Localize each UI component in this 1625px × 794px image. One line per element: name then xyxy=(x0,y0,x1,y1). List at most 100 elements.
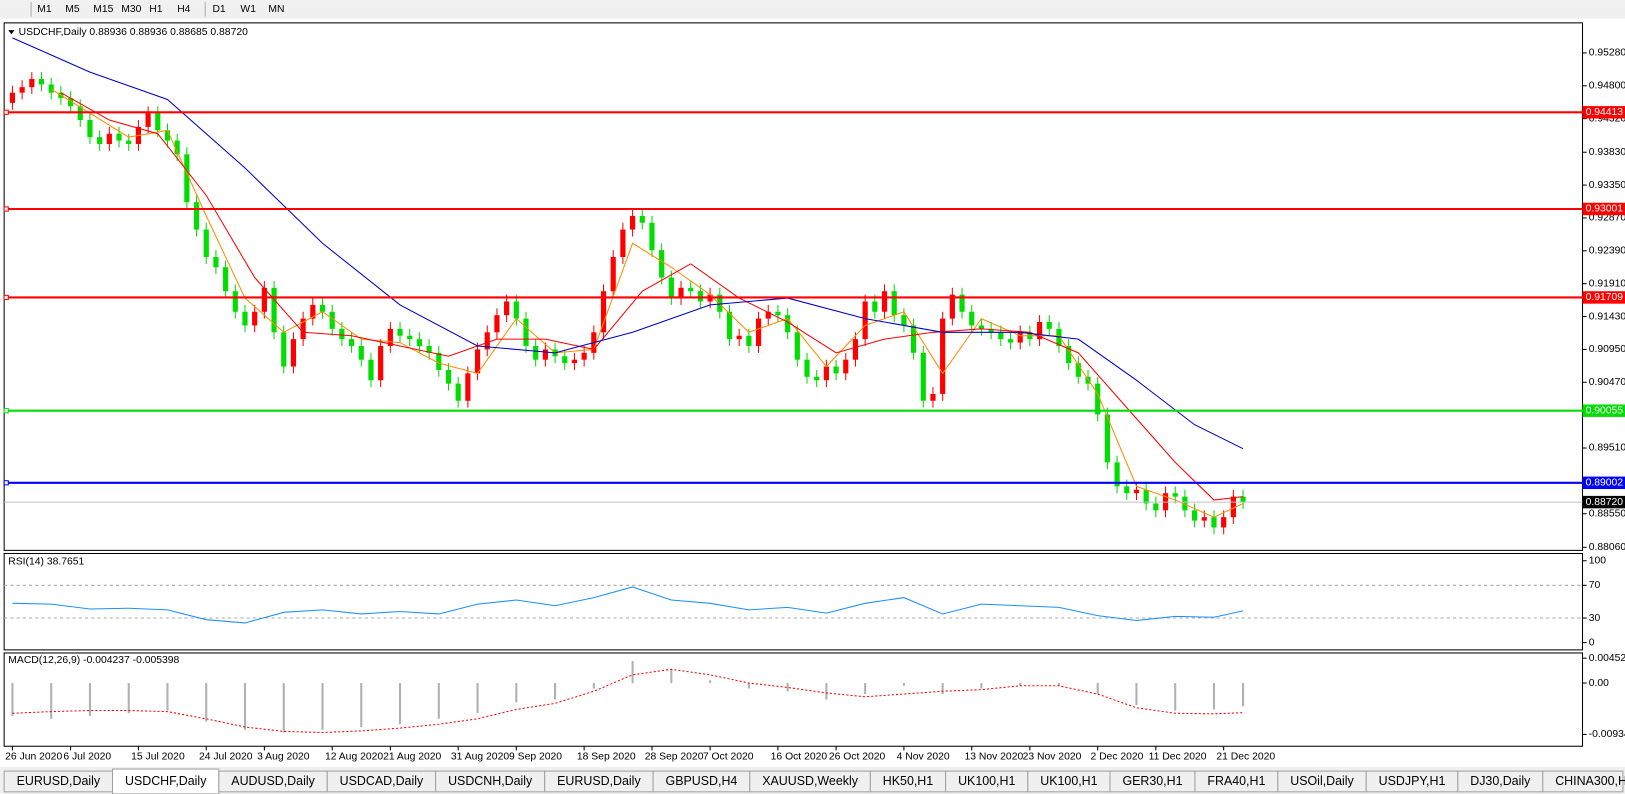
candle-body xyxy=(455,383,461,401)
candle-body xyxy=(184,154,190,203)
y-tick-label: 0.89510 xyxy=(1589,443,1625,454)
candle-body xyxy=(9,92,16,103)
candle-body xyxy=(339,328,345,340)
timeframe-button[interactable]: H1 xyxy=(149,4,162,15)
x-tick-label: 6 Jul 2020 xyxy=(63,751,111,762)
tab[interactable]: USOil,Daily xyxy=(1277,770,1367,793)
candle-body xyxy=(387,328,393,346)
timeframe-button[interactable]: M30 xyxy=(121,4,141,15)
x-tick-label: 31 Aug 2020 xyxy=(451,751,509,762)
tab-label[interactable]: DJ30,Daily xyxy=(1470,774,1531,788)
candle-body xyxy=(223,267,229,292)
tab-label[interactable]: UK100,H1 xyxy=(958,774,1015,788)
candle-body xyxy=(726,311,733,340)
tab[interactable]: CHINA300,H1 xyxy=(1542,770,1625,793)
tab-label[interactable]: USDCNH,Daily xyxy=(448,774,533,788)
tab-label[interactable]: CHINA300,H1 xyxy=(1555,774,1625,788)
timeframe-button[interactable]: M5 xyxy=(65,4,80,15)
tab-label[interactable]: UK100,H1 xyxy=(1040,774,1097,788)
tab[interactable]: UK100,H1 xyxy=(945,770,1029,793)
candle-body xyxy=(271,287,277,333)
timeframe-button[interactable]: D1 xyxy=(212,4,225,15)
candle-body xyxy=(29,78,35,88)
timeframe-button[interactable]: W1 xyxy=(240,4,256,15)
macd-tick-label: 0.004527 xyxy=(1589,653,1625,664)
x-tick-label: 3 Aug 2020 xyxy=(257,751,310,762)
candle-body xyxy=(1036,322,1043,340)
candle-body xyxy=(1153,503,1159,511)
macd-panel xyxy=(3,652,1584,747)
tab[interactable]: USDCNH,Daily xyxy=(435,770,546,793)
tab-label[interactable]: USDCHF,Daily xyxy=(125,774,207,788)
candle-body xyxy=(203,229,209,257)
tab-label[interactable]: GBPUSD,H4 xyxy=(666,774,738,788)
candle-body xyxy=(465,373,471,401)
candle-body xyxy=(358,345,364,360)
candle-body xyxy=(319,304,326,312)
candle-body xyxy=(562,356,568,364)
x-tick-label: 18 Sep 2020 xyxy=(577,751,636,762)
tab[interactable]: FRA40,H1 xyxy=(1194,770,1279,793)
tab-label[interactable]: EURUSD,Daily xyxy=(557,774,641,788)
level-label: 0.94413 xyxy=(1586,107,1624,118)
rsi-title: RSI(14) 38.7651 xyxy=(8,557,84,568)
x-tick-label: 26 Oct 2020 xyxy=(829,751,886,762)
tab-label[interactable]: XAUUSD,Weekly xyxy=(762,774,859,788)
tab[interactable]: USDJPY,H1 xyxy=(1365,770,1459,793)
moving-average xyxy=(60,92,1244,501)
tab[interactable]: USDCAD,Daily xyxy=(326,770,437,793)
candle-body xyxy=(862,301,868,340)
tab[interactable]: USDCHF,Daily xyxy=(112,768,220,794)
tab[interactable]: GER30,H1 xyxy=(1109,770,1196,793)
tab[interactable]: EURUSD,Daily xyxy=(3,770,114,793)
candle-body xyxy=(620,229,626,257)
candle-body xyxy=(1192,510,1198,521)
toolbar xyxy=(0,0,1625,19)
timeframe-button[interactable]: MN xyxy=(268,4,284,15)
level-handle xyxy=(3,408,9,414)
tab[interactable]: XAUUSD,Weekly xyxy=(749,770,871,793)
candle-body xyxy=(378,345,384,381)
tab[interactable]: DJ30,Daily xyxy=(1457,770,1544,793)
macd-tick-label: 0.00 xyxy=(1589,678,1609,689)
timeframe-button[interactable]: H4 xyxy=(177,4,190,15)
tab[interactable]: GBPUSD,H4 xyxy=(652,770,751,793)
level-handle xyxy=(3,480,9,486)
x-tick-label: 26 Jun 2020 xyxy=(5,751,62,762)
candle-body xyxy=(474,349,481,374)
candle-body xyxy=(348,339,355,346)
tab[interactable]: EURUSD,Daily xyxy=(544,770,654,793)
candle-body xyxy=(804,359,810,377)
candle-body xyxy=(1182,496,1188,511)
level-tag xyxy=(1582,202,1625,216)
tab-label[interactable]: USOil,Daily xyxy=(1290,774,1354,788)
candle-body xyxy=(67,98,74,107)
candle-body xyxy=(833,366,839,374)
candle-body xyxy=(1095,383,1101,415)
x-tick-label: 13 Nov 2020 xyxy=(964,751,1023,762)
candle-body xyxy=(843,359,849,374)
tab[interactable]: UK100,H1 xyxy=(1027,770,1111,793)
timeframe-button[interactable]: M1 xyxy=(37,4,52,15)
timeframe-button[interactable]: M15 xyxy=(93,4,113,15)
candle-body xyxy=(300,318,306,340)
tab[interactable]: AUDUSD,Daily xyxy=(218,770,328,793)
tab-label[interactable]: HK50,H1 xyxy=(883,774,933,788)
candle-body xyxy=(629,215,636,230)
tab-label[interactable]: AUDUSD,Daily xyxy=(231,774,315,788)
x-tick-label: 23 Nov 2020 xyxy=(1023,751,1082,762)
tab-label[interactable]: USDJPY,H1 xyxy=(1379,774,1446,788)
moving-average xyxy=(12,37,1244,450)
tab-label[interactable]: EURUSD,Daily xyxy=(17,774,101,788)
candle-body xyxy=(891,291,897,316)
tab-label[interactable]: GER30,H1 xyxy=(1122,774,1182,788)
tab[interactable]: HK50,H1 xyxy=(869,770,947,793)
candle-body xyxy=(1133,489,1140,494)
x-tick-label: 2 Dec 2020 xyxy=(1090,751,1143,762)
candle-body xyxy=(581,352,587,360)
candle-body xyxy=(600,291,607,333)
tab-label[interactable]: USDCAD,Daily xyxy=(340,774,424,788)
candle-body xyxy=(697,291,704,302)
candle-body xyxy=(1066,345,1072,364)
tab-label[interactable]: FRA40,H1 xyxy=(1207,774,1265,788)
